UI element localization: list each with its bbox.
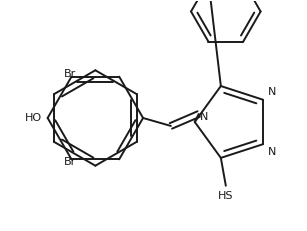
Text: HO: HO [25, 113, 42, 123]
Text: HS: HS [218, 191, 234, 201]
Text: N: N [268, 147, 276, 157]
Text: Br: Br [63, 69, 76, 79]
Text: N: N [200, 112, 208, 122]
Text: Br: Br [63, 157, 76, 167]
Text: N: N [268, 87, 276, 97]
